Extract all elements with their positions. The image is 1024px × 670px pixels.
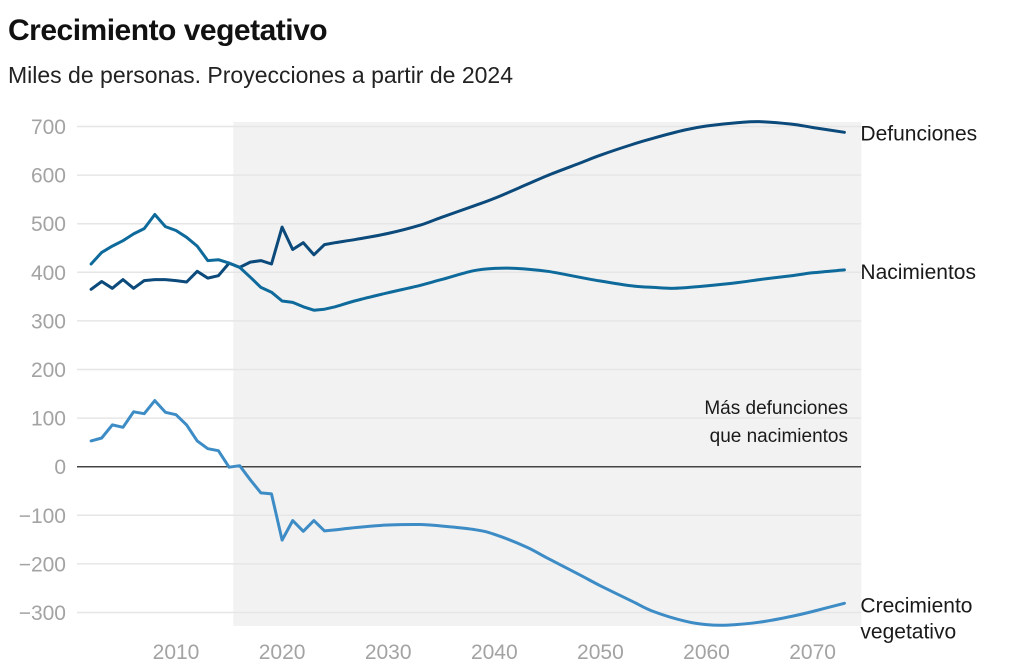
annotation-line: Más defunciones [704, 398, 848, 419]
series-line-nacimientos [89, 213, 846, 312]
y-tick-label: 600 [31, 165, 66, 188]
y-tick-label: 100 [31, 408, 66, 431]
y-tick-label: 700 [31, 116, 66, 139]
series-label-line: Crecimiento [860, 594, 972, 617]
annotation-line: que nacimientos [710, 426, 848, 447]
x-tick-label: 2010 [153, 641, 200, 664]
y-axis-tick-labels: 700 600 500 400 300 200 100 0 −100 −200 −300 [19, 116, 66, 625]
y-tick-label: 0 [54, 456, 66, 479]
series-label-crecimiento-vegetativo: Crecimiento vegetativo [860, 594, 972, 643]
chart-subtitle: Miles de personas. Proyecciones a partir… [8, 62, 514, 88]
gridlines [77, 125, 861, 614]
series-label-defunciones: Defunciones [860, 122, 977, 145]
x-tick-label: 2050 [577, 641, 624, 664]
chart-title: Crecimiento vegetativo [8, 14, 328, 47]
series-label-line: vegetativo [860, 620, 956, 643]
y-tick-label: −200 [19, 553, 66, 576]
projection-shaded-area [233, 122, 862, 626]
y-tick-label: 400 [31, 262, 66, 285]
y-tick-label: −300 [19, 602, 66, 625]
x-tick-label: 2020 [259, 641, 306, 664]
series-label-line: Nacimientos [860, 261, 976, 284]
x-tick-label: 2070 [789, 641, 836, 664]
annotation: Más defunciones que nacimientos [704, 398, 848, 447]
projection-shade [233, 122, 862, 626]
x-tick-label: 2030 [365, 641, 412, 664]
series-labels: Defunciones Nacimientos Crecimiento vegetat… [860, 122, 977, 643]
x-tick-label: 2040 [471, 641, 518, 664]
y-tick-label: 500 [31, 213, 66, 236]
series-label-nacimientos: Nacimientos [860, 261, 976, 284]
y-tick-label: −100 [19, 505, 66, 528]
y-tick-label: 200 [31, 359, 66, 382]
y-tick-label: 300 [31, 310, 66, 333]
x-tick-label: 2060 [683, 641, 730, 664]
series-lines [89, 120, 846, 627]
series-line-crecimiento-vegetativo [89, 399, 846, 627]
series-label-line: Defunciones [860, 122, 977, 145]
series-line-defunciones [89, 120, 846, 291]
x-axis-tick-labels: 2010 2020 2030 2040 2050 2060 2070 [153, 641, 836, 664]
